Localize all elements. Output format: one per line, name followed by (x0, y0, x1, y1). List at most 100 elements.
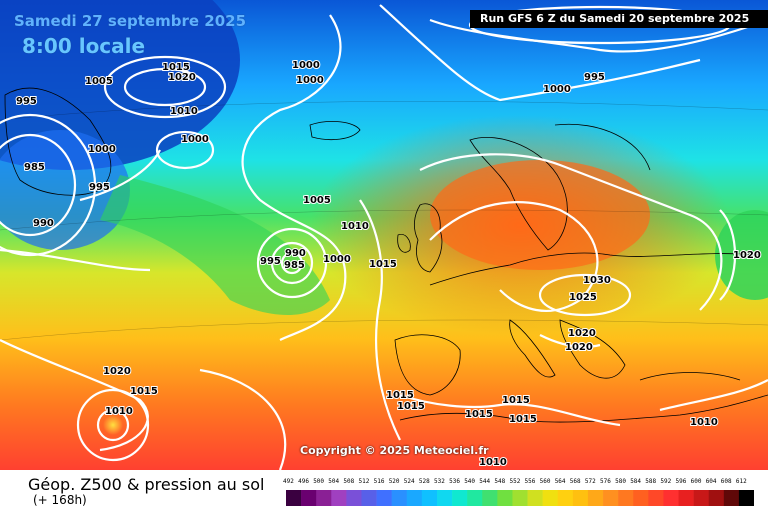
legend-swatch (406, 490, 423, 506)
pressure-label: 1020 (568, 328, 596, 339)
legend-value: 592 (660, 478, 672, 485)
legend-value: 560 (539, 478, 551, 485)
legend-swatch (376, 490, 392, 506)
legend-value: 580 (615, 478, 626, 485)
coastlines (4, 87, 768, 423)
legend-value: 524 (403, 478, 415, 485)
pressure-label: 1015 (509, 414, 537, 425)
legend-value: 608 (720, 478, 732, 485)
pressure-label: 1020 (168, 72, 196, 83)
legend-swatch (452, 490, 468, 506)
legend-swatch (512, 490, 528, 506)
legend-swatch (723, 490, 740, 506)
forecast-time: 8:00 locale (22, 34, 146, 58)
legend-value: 520 (388, 478, 400, 485)
pressure-label: 1010 (690, 417, 718, 428)
forecast-date: Samedi 27 septembre 2025 (14, 12, 247, 30)
pressure-label: 1000 (88, 144, 116, 155)
pressure-label: 1000 (292, 60, 320, 71)
pressure-label: 1030 (583, 275, 611, 286)
pressure-label: 1020 (103, 366, 131, 377)
pressure-label: 1010 (105, 406, 133, 417)
pressure-label: 990 (33, 218, 54, 229)
legend-swatch (346, 490, 362, 506)
grid (0, 101, 768, 341)
legend-value: 596 (675, 478, 687, 485)
pressure-label: 1015 (465, 409, 493, 420)
legend-swatch (361, 490, 377, 506)
legend-swatch (286, 490, 302, 506)
pressure-label: 1010 (479, 457, 507, 468)
legend-swatch (708, 490, 725, 506)
legend-swatch (572, 490, 589, 506)
legend-swatch (301, 490, 317, 506)
pressure-label: 995 (89, 182, 110, 193)
pressure-label: 1015 (386, 390, 414, 401)
legend-value: 540 (464, 478, 476, 485)
pressure-label: 1010 (170, 106, 198, 117)
legend-value: 536 (449, 478, 460, 485)
legend-value: 584 (630, 478, 642, 485)
legend-value: 492 (283, 478, 294, 485)
pressure-labels: 995 1005 1015 1020 1010 1000 1000 985 99… (15, 59, 762, 469)
legend-value: 600 (690, 478, 702, 485)
legend-value: 516 (373, 478, 385, 485)
pressure-label: 995 (16, 96, 37, 107)
legend-value: 564 (554, 478, 566, 485)
legend-swatch (693, 490, 710, 506)
copyright: Copyright © 2025 Meteociel.fr (300, 444, 489, 457)
legend-value: 572 (584, 478, 596, 485)
legend-swatch (467, 490, 483, 506)
legend-swatch (678, 490, 694, 506)
pressure-label: 1005 (303, 195, 331, 206)
legend-labels: 492 496 500 504 508 512 516 520 524 528 532 536 540 5… (283, 478, 753, 488)
legend-value: 504 (328, 478, 340, 485)
legend-value: 508 (343, 478, 355, 485)
legend-swatch (603, 490, 619, 506)
legend-value: 588 (645, 478, 657, 485)
legend-swatch (557, 490, 574, 506)
legend-value: 556 (524, 478, 536, 485)
pressure-label: 1015 (369, 259, 397, 270)
pressure-label: 1010 (341, 221, 369, 232)
pressure-label: 1015 (130, 386, 158, 397)
low-height-core (0, 0, 240, 170)
pressure-label: 1000 (323, 254, 351, 265)
pressure-label: 1015 (162, 62, 190, 73)
pressure-label: 995 (260, 256, 281, 267)
pressure-label: 1025 (569, 292, 597, 303)
legend-value: 604 (705, 478, 717, 485)
legend-swatch (391, 490, 408, 506)
legend-value: 544 (479, 478, 491, 485)
pressure-label: 1000 (296, 75, 324, 86)
pressure-label: 1000 (181, 134, 209, 145)
legend-swatch (618, 490, 634, 506)
legend-value: 500 (313, 478, 325, 485)
legend-value: 568 (569, 478, 581, 485)
legend-value: 548 (494, 478, 506, 485)
pressure-label: 995 (584, 72, 605, 83)
legend-value: 532 (434, 478, 445, 485)
legend-value: 612 (735, 478, 747, 485)
legend-swatch (738, 490, 754, 506)
parameter-title: Géop. Z500 & pression au sol (28, 475, 265, 494)
legend-value: 576 (600, 478, 611, 485)
geopotential-map: 995 1005 1015 1020 1010 1000 1000 985 99… (0, 0, 768, 470)
legend-swatch (316, 490, 332, 506)
legend-swatch (482, 490, 498, 506)
legend-swatch (527, 490, 543, 506)
pressure-label: 1015 (502, 395, 530, 406)
color-legend (286, 490, 754, 506)
forecast-horizon: (+ 168h) (33, 493, 87, 507)
legend-swatch (497, 490, 513, 506)
legend-value: 512 (358, 478, 370, 485)
run-info: Run GFS 6 Z du Samedi 20 septembre 2025 (470, 10, 768, 28)
legend-swatch (633, 490, 649, 506)
legend-swatch (421, 490, 438, 506)
pressure-label: 1020 (733, 250, 761, 261)
pressure-label: 1020 (565, 342, 593, 353)
pressure-label: 990 (285, 248, 306, 259)
legend-value: 552 (509, 478, 521, 485)
isobars (0, 4, 768, 470)
